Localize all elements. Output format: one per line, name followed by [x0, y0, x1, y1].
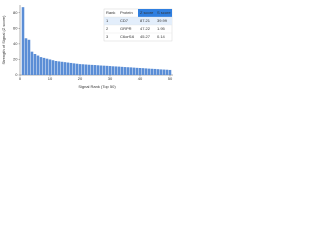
row-highlight — [104, 17, 172, 25]
bar — [57, 61, 61, 75]
bar — [39, 57, 43, 75]
bar — [114, 66, 118, 75]
bar — [84, 64, 88, 75]
y-tick-label: 20 — [13, 57, 18, 62]
x-axis-label: Signal Rank (Top 50) — [78, 84, 116, 89]
bar — [21, 7, 25, 76]
bar — [108, 66, 112, 75]
table-cell: GRPR — [120, 26, 132, 31]
x-tick-label: 20 — [78, 76, 83, 81]
bar — [78, 64, 82, 75]
bar — [156, 69, 160, 75]
table-cell: 39.99 — [157, 18, 168, 23]
bar — [168, 69, 172, 75]
table-cell: 3 — [106, 34, 109, 39]
table-cell: CD7 — [120, 18, 129, 23]
table-header: S score — [157, 10, 171, 15]
bar — [162, 69, 166, 75]
bar — [90, 64, 94, 75]
bar — [66, 62, 70, 75]
table-cell: 0.14 — [157, 34, 166, 39]
table-cell: 2 — [106, 26, 109, 31]
bar — [63, 62, 67, 75]
bar — [153, 68, 157, 75]
bar — [45, 58, 49, 75]
bar — [72, 63, 76, 75]
bar — [33, 54, 37, 75]
bar — [165, 69, 169, 75]
bar — [129, 67, 133, 75]
bar — [138, 68, 142, 75]
bar — [60, 61, 64, 75]
bar — [42, 57, 46, 75]
x-tick-label: 10 — [48, 76, 53, 81]
bar — [96, 65, 100, 75]
x-tick-label: 0 — [19, 76, 22, 81]
table-cell: C6orf16 — [120, 34, 135, 39]
bar — [159, 69, 163, 75]
chart: Strength of Signal (Z score) Signal Rank… — [1, 5, 173, 89]
table-header: Z score — [140, 10, 154, 15]
header-highlight — [138, 9, 155, 17]
bar — [99, 65, 103, 75]
y-tick-label: 40 — [13, 41, 18, 46]
bar — [132, 67, 136, 75]
y-axis-label: Strength of Signal (Z score) — [1, 15, 6, 65]
bar — [147, 68, 151, 75]
y-tick-label: 60 — [13, 25, 18, 30]
bar — [24, 38, 28, 75]
bar — [126, 67, 130, 75]
table-cell: 45.27 — [140, 34, 151, 39]
bar — [102, 65, 106, 75]
bar — [81, 64, 85, 75]
bar — [93, 65, 97, 75]
bar — [105, 65, 109, 75]
bar — [54, 61, 58, 75]
bar — [36, 55, 40, 75]
y-tick-label: 0 — [15, 72, 18, 77]
bar — [144, 68, 148, 75]
y-tick-label: 80 — [13, 10, 18, 15]
bar — [141, 68, 145, 75]
bar — [87, 64, 91, 75]
x-tick-label: 40 — [138, 76, 143, 81]
bar — [69, 62, 73, 75]
bar — [51, 60, 55, 75]
table-cell: 1.95 — [157, 26, 166, 31]
header-highlight — [155, 9, 172, 17]
bar — [27, 39, 31, 75]
bar — [30, 51, 34, 75]
x-tick-label: 30 — [108, 76, 113, 81]
bar — [117, 66, 121, 75]
bar — [75, 63, 79, 75]
x-tick-label: 50 — [168, 76, 173, 81]
bar — [48, 59, 52, 75]
bar — [111, 66, 115, 75]
table-cell: 47.22 — [140, 26, 151, 31]
bar — [150, 68, 154, 75]
table-cell: 87.21 — [140, 18, 151, 23]
bar — [135, 67, 139, 75]
bar — [123, 67, 127, 75]
bar — [120, 66, 124, 75]
table-cell: 1 — [106, 18, 109, 23]
table-header: Protein — [120, 10, 133, 15]
table-header: Rank — [106, 10, 115, 15]
